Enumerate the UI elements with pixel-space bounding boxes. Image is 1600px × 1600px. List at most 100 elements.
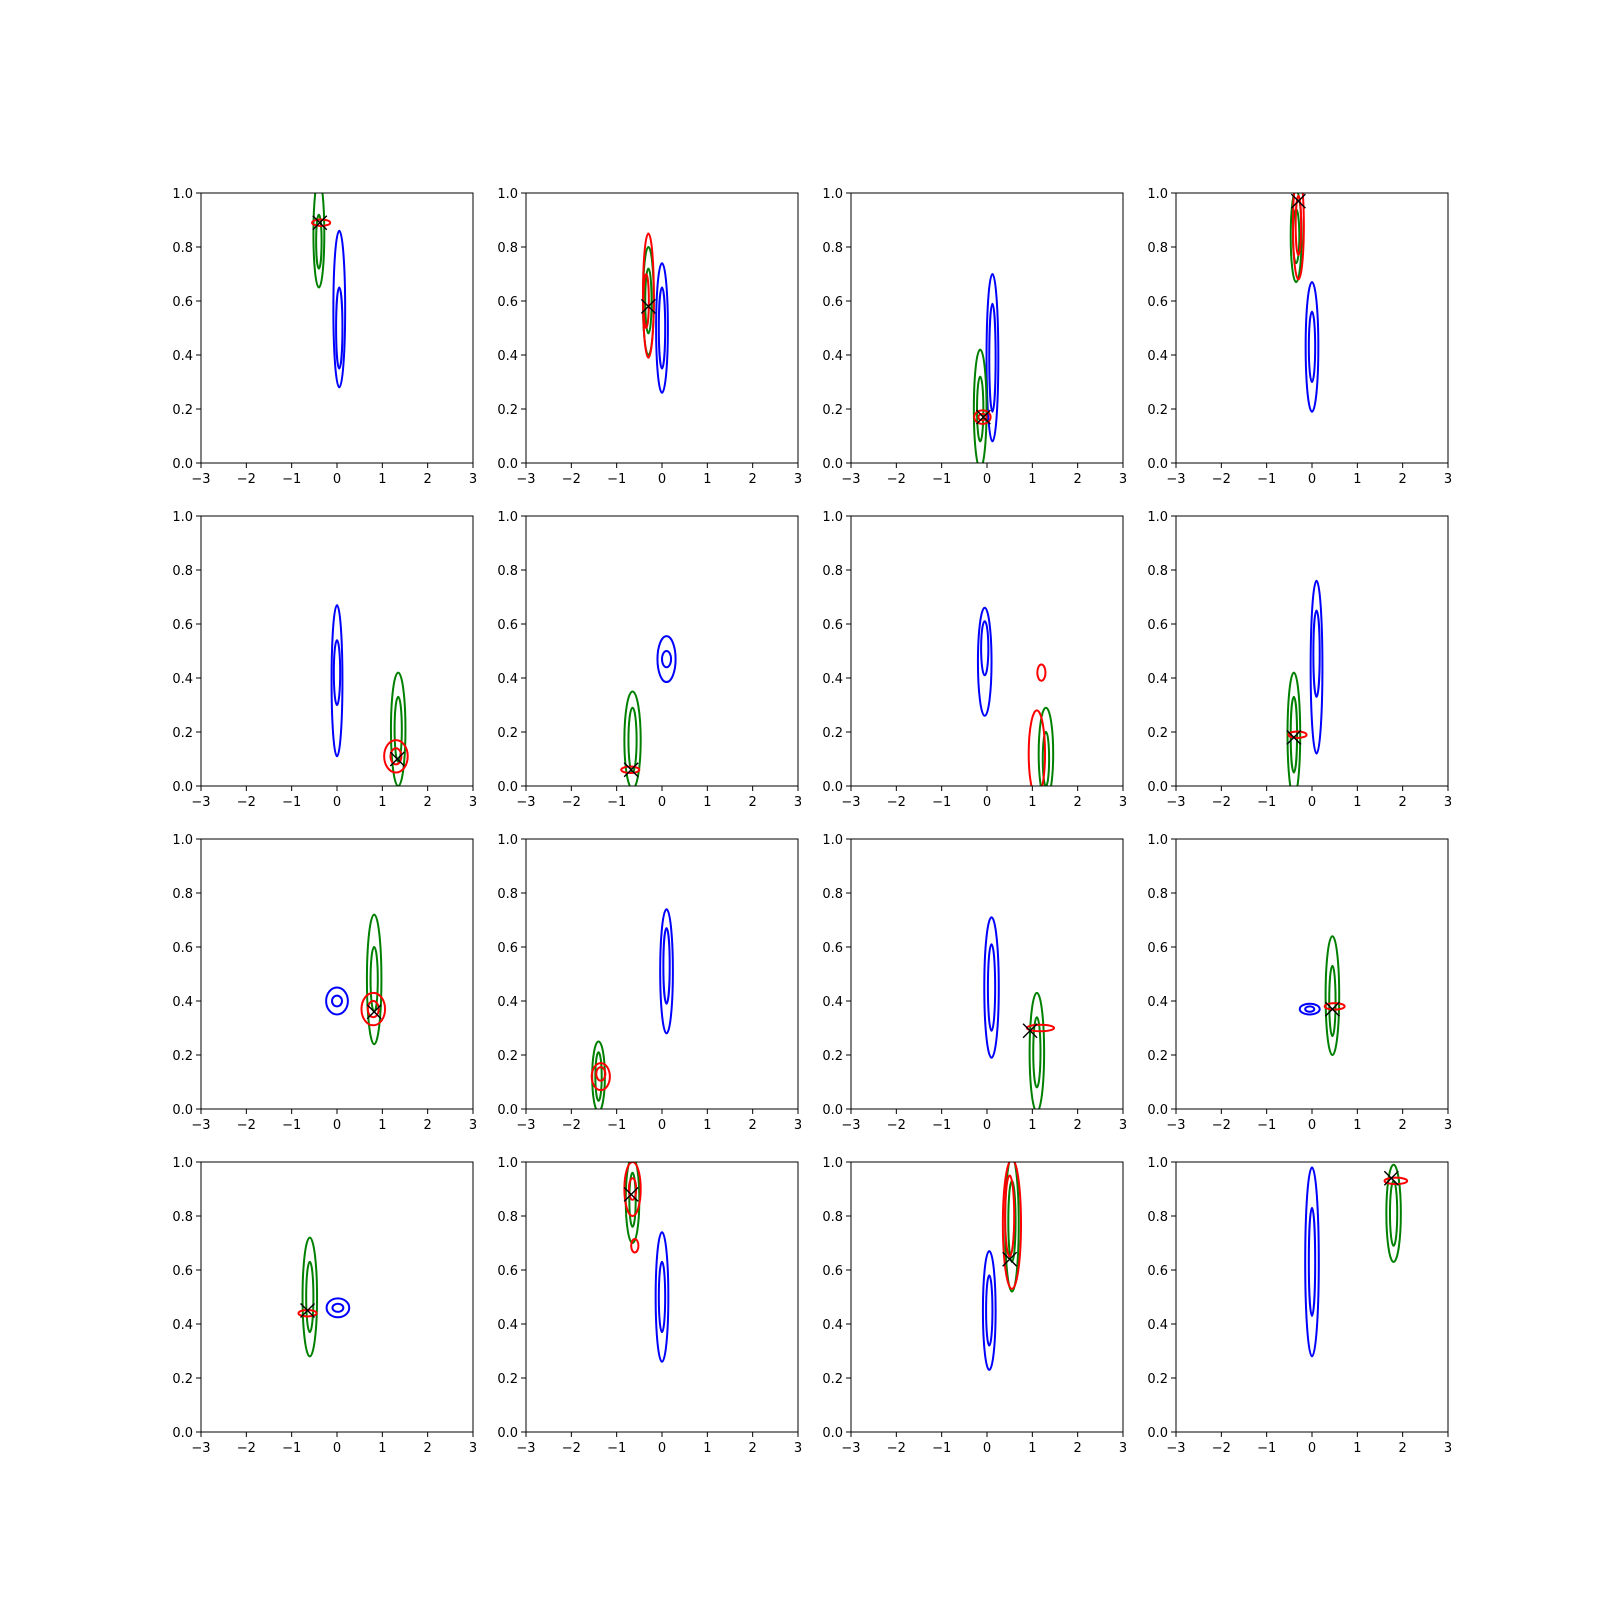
x-tick-label: 3 [794, 1441, 802, 1456]
y-tick-label: 0.4 [172, 349, 193, 364]
blue-contour-2 [661, 650, 673, 669]
x-tick-label: 3 [1119, 1118, 1127, 1133]
green-contour-2 [627, 706, 638, 774]
y-tick-label: 0.0 [1147, 780, 1168, 795]
green-contour-2 [1041, 731, 1051, 786]
x-tick-label: −3 [1166, 1118, 1185, 1133]
y-tick-label: 0.2 [822, 1049, 843, 1064]
x-tick-label: 3 [1119, 1441, 1127, 1456]
x-tick-label: 2 [1399, 1441, 1407, 1456]
y-tick-label: 0.4 [172, 995, 193, 1010]
y-tick-label: 1.0 [822, 1156, 843, 1171]
x-tick-label: 0 [333, 472, 341, 487]
contour-group [330, 604, 409, 786]
x-tick-label: 2 [1074, 1441, 1082, 1456]
x-tick-label: 0 [983, 795, 991, 810]
x-tick-label: −2 [1212, 795, 1231, 810]
y-tick-label: 0.0 [1147, 457, 1168, 472]
blue-contour-2 [657, 286, 667, 370]
y-tick-label: 0.0 [497, 1103, 518, 1118]
x-tick-label: −2 [562, 472, 581, 487]
y-tick-label: 0.8 [172, 241, 193, 256]
x-tick-label: −3 [191, 472, 210, 487]
x-tick-label: −1 [282, 472, 301, 487]
x-tick-label: 2 [424, 472, 432, 487]
red-contour-1 [1001, 1162, 1022, 1290]
y-tick-label: 0.6 [1147, 618, 1168, 633]
x-tick-label: −2 [237, 1441, 256, 1456]
green-contour-1 [1004, 1162, 1020, 1293]
y-tick-label: 0.4 [1147, 349, 1168, 364]
green-contour-2 [1032, 1016, 1042, 1089]
x-marker [623, 1186, 639, 1202]
x-tick-label: −2 [887, 1118, 906, 1133]
x-marker [389, 751, 405, 767]
subplot-13: −3 −2 −1 0 1 2 3 0.0 0.2 0.4 0.6 0.8 1.0 [172, 1156, 477, 1456]
blue-contour-2 [332, 639, 342, 706]
x-tick-label: 2 [1074, 1118, 1082, 1133]
x-tick-label: 2 [1399, 795, 1407, 810]
green-contour-2 [305, 1260, 315, 1334]
blue-contour-1 [655, 262, 669, 394]
y-tick-label: 1.0 [172, 187, 193, 202]
x-tick-label: 1 [1353, 795, 1361, 810]
x-tick-label: −3 [516, 472, 535, 487]
y-tick-label: 0.8 [497, 887, 518, 902]
x-tick-label: 1 [703, 795, 711, 810]
contour-group [1286, 579, 1324, 786]
x-tick-label: 2 [749, 1118, 757, 1133]
y-tick-label: 0.4 [1147, 995, 1168, 1010]
y-tick-label: 1.0 [1147, 187, 1168, 202]
axes-frame [525, 515, 799, 787]
y-tick-label: 0.6 [497, 618, 518, 633]
x-tick-label: 2 [1399, 472, 1407, 487]
x-tick-label: 2 [749, 1441, 757, 1456]
y-tick-label: 0.4 [497, 672, 518, 687]
green-contour-1 [1028, 991, 1046, 1109]
y-tick-label: 0.6 [822, 618, 843, 633]
y-tick-label: 0.0 [497, 780, 518, 795]
x-tick-label: −1 [607, 472, 626, 487]
x-tick-label: 0 [333, 1118, 341, 1133]
x-tick-label: −1 [607, 1441, 626, 1456]
x-marker [1290, 193, 1306, 209]
y-tick-label: 0.0 [172, 1426, 193, 1441]
blue-contour-2 [986, 943, 997, 1032]
green-contour-1 [623, 690, 642, 786]
x-tick-label: −2 [1212, 472, 1231, 487]
blue-contour-2 [1312, 609, 1321, 698]
blue-contour-1 [656, 635, 677, 684]
y-tick-label: 1.0 [172, 1156, 193, 1171]
x-tick-label: 3 [1444, 795, 1452, 810]
x-tick-label: −1 [932, 1441, 951, 1456]
subplot-12: −3 −2 −1 0 1 2 3 0.0 0.2 0.4 0.6 0.8 1.0 [1147, 833, 1452, 1133]
contour-group [1298, 935, 1346, 1056]
y-tick-label: 0.0 [822, 780, 843, 795]
x-tick-label: 3 [1444, 472, 1452, 487]
red-contour-2 [366, 1000, 380, 1019]
x-tick-label: 0 [1308, 1441, 1316, 1456]
x-tick-label: 3 [1119, 795, 1127, 810]
y-tick-label: 0.8 [1147, 564, 1168, 579]
green-contour-1 [312, 193, 326, 289]
x-tick-label: −3 [841, 1441, 860, 1456]
y-tick-label: 1.0 [1147, 1156, 1168, 1171]
red-contour-1 [1287, 730, 1308, 739]
x-tick-label: 0 [1308, 472, 1316, 487]
red-contour-1 [973, 409, 992, 425]
x-tick-label: −1 [1257, 795, 1276, 810]
y-tick-label: 0.6 [822, 941, 843, 956]
blue-contour-1 [332, 229, 347, 389]
y-tick-label: 0.4 [497, 995, 518, 1010]
axes-frame [525, 838, 799, 1110]
x-tick-label: 1 [703, 1441, 711, 1456]
y-tick-label: 0.6 [1147, 941, 1168, 956]
subplot-6: −3 −2 −1 0 1 2 3 0.0 0.2 0.4 0.6 0.8 1.0 [497, 510, 802, 810]
x-marker [300, 1303, 316, 1318]
red-contour-2 [595, 1066, 607, 1082]
x-tick-label: −1 [1257, 472, 1276, 487]
y-tick-label: 0.8 [172, 887, 193, 902]
y-tick-label: 0.6 [822, 1264, 843, 1279]
blue-contour-2 [1307, 1206, 1317, 1317]
blue-contour-2 [988, 302, 997, 413]
